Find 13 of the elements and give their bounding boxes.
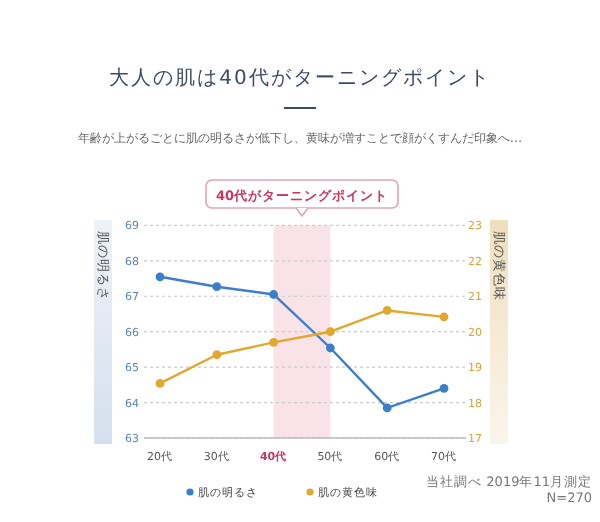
point (212, 350, 222, 360)
point (326, 327, 335, 337)
point (155, 379, 165, 388)
point (439, 383, 449, 393)
chart-title: 大人の肌は40代がターニングポイント (109, 66, 491, 90)
point (439, 312, 449, 322)
point (382, 403, 392, 413)
point (382, 306, 392, 315)
point (269, 290, 278, 299)
point (269, 337, 278, 347)
point (155, 272, 165, 282)
point (212, 282, 222, 292)
point (326, 343, 335, 353)
